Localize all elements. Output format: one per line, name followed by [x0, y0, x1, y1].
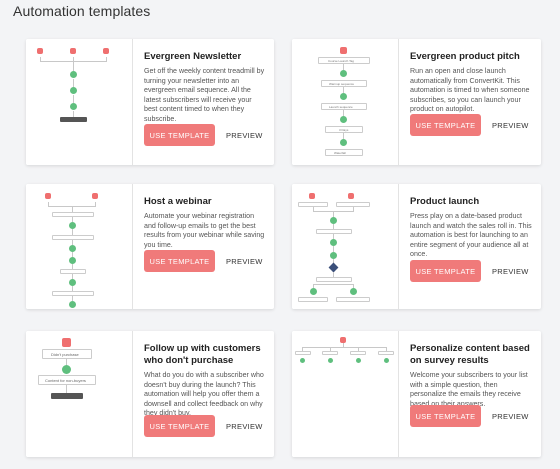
flow-node: [350, 351, 366, 355]
step-icon: [384, 358, 389, 363]
trigger-icon: [37, 48, 43, 54]
template-card-personalize-content: Personalize content based on survey resu…: [292, 331, 541, 457]
flow-preview: [26, 39, 133, 165]
use-template-button[interactable]: USE TEMPLATE: [410, 114, 481, 136]
flow-node: [322, 351, 338, 355]
use-template-button[interactable]: USE TEMPLATE: [410, 405, 481, 427]
template-card-host-a-webinar: Host a webinar Automate your webinar reg…: [26, 184, 274, 309]
flow-preview: [26, 184, 133, 309]
trigger-icon: [92, 193, 98, 199]
step-icon: [70, 87, 77, 94]
step-icon: [330, 217, 337, 224]
template-card-evergreen-newsletter: Evergreen Newsletter Get off the weekly …: [26, 39, 274, 165]
template-description: Run an open and close launch automatical…: [410, 67, 530, 114]
trigger-icon: [309, 193, 315, 199]
flow-node: 3 Days: [325, 126, 363, 133]
use-template-button[interactable]: USE TEMPLATE: [144, 415, 215, 437]
flow-node: [60, 269, 86, 274]
template-title: Follow up with customers who don't purch…: [144, 343, 261, 366]
template-title: Product launch: [410, 196, 480, 207]
step-icon: [340, 139, 347, 146]
step-icon: [310, 288, 317, 295]
template-title: Evergreen Newsletter: [144, 51, 242, 62]
use-template-button[interactable]: USE TEMPLATE: [144, 250, 215, 272]
trigger-icon: [340, 337, 346, 343]
trigger-icon: [62, 338, 71, 347]
action-node: [51, 393, 83, 399]
step-icon: [62, 365, 71, 374]
trigger-icon: [45, 193, 51, 199]
flow-node: [316, 277, 352, 282]
action-node: [60, 117, 87, 122]
step-icon: [69, 301, 76, 308]
page-title: Automation templates: [13, 3, 151, 19]
preview-link[interactable]: PREVIEW: [492, 266, 529, 276]
step-icon: [330, 252, 337, 259]
flow-node: [378, 351, 394, 355]
preview-link[interactable]: PREVIEW: [492, 120, 529, 130]
step-icon: [330, 239, 337, 246]
flow-node: Waterfall: [325, 149, 363, 156]
preview-link[interactable]: PREVIEW: [492, 411, 529, 421]
template-card-evergreen-product-pitch: Course Launch Tag Warmup sequence Launch…: [292, 39, 541, 165]
flow-preview: [292, 184, 399, 309]
step-icon: [69, 257, 76, 264]
decision-icon: [328, 262, 339, 273]
flow-node: Didn't purchase: [42, 349, 92, 359]
flow-node: [298, 297, 328, 302]
step-icon: [340, 116, 347, 123]
flow-node: [295, 351, 311, 355]
trigger-icon: [348, 193, 354, 199]
step-icon: [340, 93, 347, 100]
flow-node: Course Launch Tag: [318, 57, 370, 64]
flow-node: Launch sequence: [321, 103, 367, 110]
flow-node: [52, 235, 94, 240]
template-card-follow-up-with-customers: Didn't purchase Content for non-buyers F…: [26, 331, 274, 457]
step-icon: [70, 71, 77, 78]
step-icon: [69, 245, 76, 252]
flow-node: [336, 297, 370, 302]
trigger-icon: [70, 48, 76, 54]
flow-node: [52, 291, 94, 296]
trigger-icon: [340, 47, 347, 54]
step-icon: [69, 279, 76, 286]
preview-link[interactable]: PREVIEW: [226, 421, 263, 431]
step-icon: [340, 70, 347, 77]
step-icon: [300, 358, 305, 363]
flow-node: [52, 212, 94, 217]
flow-node: [336, 202, 370, 207]
template-title: Host a webinar: [144, 196, 212, 207]
trigger-icon: [103, 48, 109, 54]
use-template-button[interactable]: USE TEMPLATE: [144, 124, 215, 146]
step-icon: [69, 222, 76, 229]
flow-node: [298, 202, 328, 207]
flow-node: Content for non-buyers: [38, 375, 96, 385]
template-description: Get off the weekly content treadmill by …: [144, 67, 265, 123]
step-icon: [350, 288, 357, 295]
template-title: Evergreen product pitch: [410, 51, 520, 62]
preview-link[interactable]: PREVIEW: [226, 256, 263, 266]
preview-link[interactable]: PREVIEW: [226, 130, 263, 140]
flow-preview: [292, 331, 399, 457]
step-icon: [356, 358, 361, 363]
step-icon: [328, 358, 333, 363]
template-description: Press play on a date-based product launc…: [410, 212, 532, 259]
use-template-button[interactable]: USE TEMPLATE: [410, 260, 481, 282]
flow-node: [316, 229, 352, 234]
flow-node: Warmup sequence: [321, 80, 367, 87]
template-card-product-launch: Product launch Press play on a date-base…: [292, 184, 541, 309]
flow-preview: Course Launch Tag Warmup sequence Launch…: [292, 39, 399, 165]
step-icon: [70, 103, 77, 110]
template-description: Welcome your subscribers to your list wi…: [410, 371, 528, 408]
template-description: Automate your webinar registration and f…: [144, 212, 265, 249]
template-description: What do you do with a subscriber who doe…: [144, 371, 264, 418]
template-title: Personalize content based on survey resu…: [410, 343, 530, 366]
flow-preview: Didn't purchase Content for non-buyers: [26, 331, 133, 457]
